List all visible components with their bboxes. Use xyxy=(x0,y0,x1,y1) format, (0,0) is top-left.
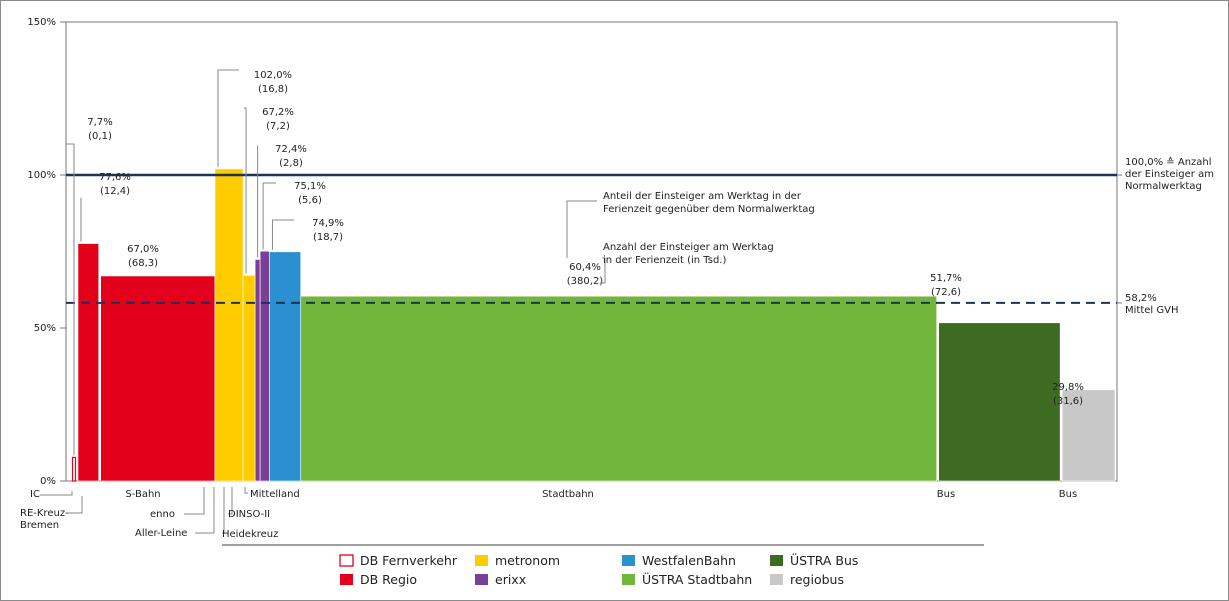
ref-label-mittel: 58,2% xyxy=(1125,293,1157,304)
legend-swatch-4 xyxy=(622,555,635,566)
category-label-re-kreuz-bremen-2: Bremen xyxy=(20,520,59,531)
value-label-mittelland: 74,9% xyxy=(312,218,344,229)
legend-label-2: metronom xyxy=(495,553,560,568)
value-label-aller-leine: 67,2% xyxy=(262,107,294,118)
count-label-aller-leine: (7,2) xyxy=(266,121,290,132)
bar-ustra-bus xyxy=(938,322,1061,482)
legend-label-6: ÜSTRA Bus xyxy=(790,552,858,568)
value-label-enno: 102,0% xyxy=(254,70,292,81)
count-label-s-bahn: (68,3) xyxy=(128,258,158,269)
count-label-stadtbahn: (380,2) xyxy=(567,276,604,287)
category-leader-re-kreuz-bremen xyxy=(68,496,83,514)
leader-count-annotation xyxy=(600,257,606,284)
category-label-re-kreuz-bremen: RE-Kreuz- xyxy=(20,508,69,519)
count-label-heidekreuz: (2,8) xyxy=(279,158,303,169)
category-leader-dinso-ii xyxy=(228,487,233,515)
value-label-ic: 7,7% xyxy=(87,117,112,128)
leader-aller-leine xyxy=(244,107,247,274)
bar-regiobus xyxy=(1061,389,1116,482)
ref-label-normal: 100,0% ≙ Anzahl xyxy=(1125,156,1212,168)
annotation-share: Ferienzeit gegenüber dem Normalwerktag xyxy=(603,204,815,215)
count-label-ic: (0,1) xyxy=(88,131,112,142)
leader-mittelland xyxy=(271,219,294,250)
category-label-s-bahn: S-Bahn xyxy=(125,489,160,500)
value-label-dinso-ii: 75,1% xyxy=(294,181,326,192)
value-label-re-kreuz-bremen: 77,6% xyxy=(99,172,131,183)
category-label-ustra-bus: Bus xyxy=(937,489,955,500)
category-leader-aller-leine xyxy=(195,487,215,534)
y-tick-label: 50% xyxy=(34,323,56,334)
y-tick-label: 100% xyxy=(27,170,56,181)
legend-label-0: DB Fernverkehr xyxy=(360,553,458,568)
legend-label-4: WestfalenBahn xyxy=(642,553,736,568)
y-tick-label: 0% xyxy=(40,476,56,487)
category-label-enno: enno xyxy=(150,509,175,520)
ref-label-mittel: Mittel GVH xyxy=(1125,305,1178,316)
leader-ic xyxy=(66,143,75,456)
category-label-stadtbahn: Stadtbahn xyxy=(542,489,594,500)
bar-stadtbahn xyxy=(300,295,938,482)
count-label-re-kreuz-bremen: (12,4) xyxy=(100,186,130,197)
category-label-regiobus: Bus xyxy=(1059,489,1077,500)
leader-dinso-ii xyxy=(262,182,276,250)
value-label-stadtbahn: 60,4% xyxy=(569,262,601,273)
count-label-enno: (16,8) xyxy=(258,84,288,95)
category-label-dinso-ii: DINSO-II xyxy=(228,509,270,520)
ref-label-normal: der Einsteiger am xyxy=(1125,169,1214,180)
leader-heidekreuz xyxy=(257,145,259,258)
bar-re-kreuz-bremen xyxy=(77,243,100,482)
ref-label-normal: Normalwerktag xyxy=(1125,181,1202,192)
category-label-aller-leine: Aller-Leine xyxy=(135,528,187,539)
category-leader-enno xyxy=(184,487,205,515)
legend-swatch-5 xyxy=(622,574,635,585)
legend-label-3: erixx xyxy=(495,572,526,587)
count-label-dinso-ii: (5,6) xyxy=(298,195,322,206)
bar-mittelland xyxy=(269,251,302,482)
value-label-ustra-bus: 51,7% xyxy=(930,273,962,284)
bar-enno xyxy=(214,168,244,482)
bar-ic xyxy=(71,456,77,482)
category-leader-mittelland xyxy=(244,487,248,494)
legend-swatch-3 xyxy=(475,574,488,585)
bar-heidekreuz xyxy=(254,259,261,482)
category-leader-heidekreuz xyxy=(222,487,225,534)
value-label-heidekreuz: 72,4% xyxy=(275,144,307,155)
annotation-count: in der Ferienzeit (in Tsd.) xyxy=(603,255,726,266)
value-label-s-bahn: 67,0% xyxy=(127,244,159,255)
legend-label-5: ÜSTRA Stadtbahn xyxy=(642,571,752,587)
value-label-regiobus: 29,8% xyxy=(1052,382,1084,393)
count-label-regiobus: (31,6) xyxy=(1053,396,1083,407)
legend-swatch-1 xyxy=(340,574,353,585)
category-label-heidekreuz: Heidekreuz xyxy=(222,529,278,540)
leader-share-annotation xyxy=(566,200,597,258)
legend-label-1: DB Regio xyxy=(360,572,417,587)
category-label-ic: IC xyxy=(30,489,40,500)
category-leader-ic xyxy=(40,491,73,496)
legend-swatch-2 xyxy=(475,555,488,566)
y-tick-label: 150% xyxy=(27,17,56,28)
bar-dinso-ii xyxy=(259,250,270,482)
annotation-count: Anzahl der Einsteiger am Werktag xyxy=(603,242,774,253)
legend-swatch-6 xyxy=(770,555,783,566)
count-label-mittelland: (18,7) xyxy=(313,232,343,243)
legend-swatch-0 xyxy=(339,554,354,567)
leader-enno xyxy=(217,69,239,167)
category-label-mittelland: Mittelland xyxy=(250,489,300,500)
count-label-ustra-bus: (72,6) xyxy=(931,287,961,298)
bar-s-bahn xyxy=(100,275,216,482)
bar-aller-leine xyxy=(242,275,256,482)
legend-label-7: regiobus xyxy=(790,572,844,587)
legend-swatch-7 xyxy=(770,574,783,585)
annotation-share: Anteil der Einsteiger am Werktag in der xyxy=(603,191,802,202)
